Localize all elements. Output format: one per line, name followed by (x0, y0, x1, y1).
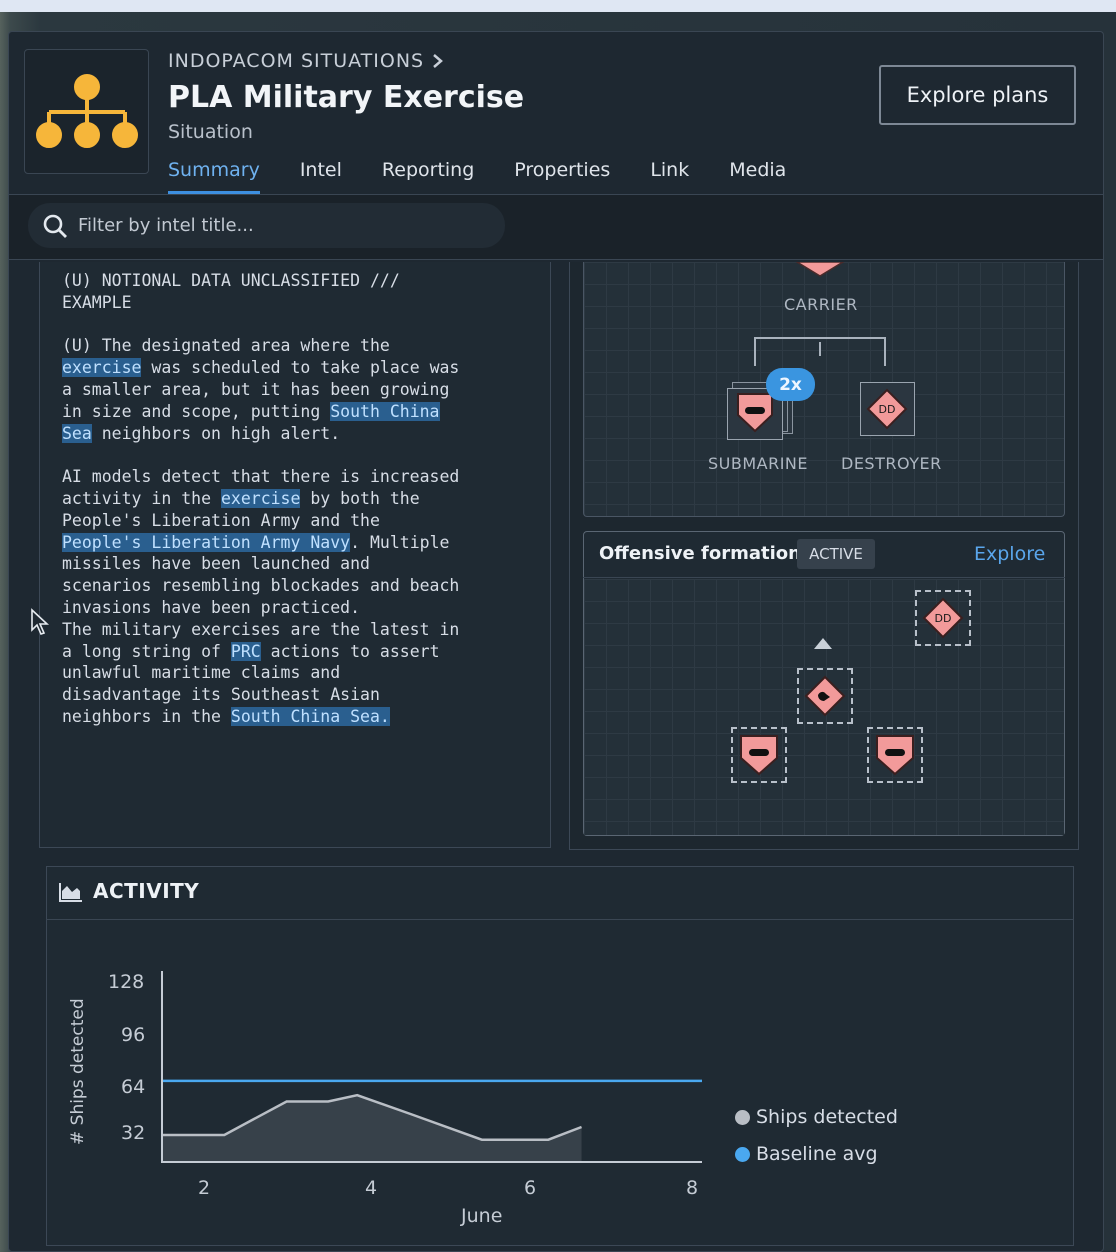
legend-label-baseline: Baseline avg (756, 1143, 878, 1165)
order-of-battle-panel (583, 262, 1065, 517)
destroyer-symbol: DD (879, 403, 896, 416)
carrier-label: CARRIER (784, 295, 858, 314)
situation-logo (24, 49, 149, 174)
y-tick-label: 64 (121, 1076, 146, 1098)
highlight-exercise-1[interactable]: exercise (62, 358, 142, 378)
formation-submarine-right-icon (876, 735, 914, 776)
x-tick-label: 4 (365, 1177, 378, 1199)
filter-input[interactable]: Filter by intel title... (28, 203, 505, 248)
ships-detected-area (162, 1095, 582, 1162)
formation-title: Offensive formation (599, 543, 801, 564)
tab-reporting[interactable]: Reporting (381, 159, 475, 181)
formation-status-badge: ACTIVE (797, 539, 875, 569)
page-subtitle: Situation (168, 121, 253, 143)
explore-plans-button[interactable]: Explore plans (879, 65, 1076, 125)
highlight-south-china[interactable]: South China (330, 401, 440, 421)
formation-submarine-left-icon (740, 735, 778, 776)
tab-properties[interactable]: Properties (514, 159, 611, 181)
destroyer-unit-icon: DD (866, 388, 908, 430)
submarine-label: SUBMARINE (708, 454, 809, 473)
legend-item-ships-detected[interactable]: Ships detected (735, 1106, 898, 1128)
activity-header (46, 866, 1074, 920)
highlight-exercise-2[interactable]: exercise (220, 488, 301, 508)
header-divider (9, 194, 1103, 195)
window-top-strip (0, 0, 1116, 12)
area-chart-icon (59, 883, 82, 902)
activity-panel (46, 866, 1074, 1246)
mouse-cursor-icon (31, 608, 50, 635)
breadcrumb[interactable]: INDOPACOM SITUATIONS (168, 50, 444, 72)
formation-slot-submarine-right[interactable] (867, 727, 923, 783)
activity-title: ACTIVITY (93, 879, 200, 903)
hierarchy-icon (36, 74, 138, 148)
breadcrumb-label[interactable]: INDOPACOM SITUATIONS (168, 50, 425, 72)
formation-header (583, 531, 1065, 578)
destroyer-label: DESTROYER (841, 454, 942, 473)
search-icon (43, 214, 67, 238)
x-tick-label: 6 (524, 1177, 537, 1199)
formation-explore-link[interactable]: Explore (974, 543, 1046, 565)
formation-slot-submarine-left[interactable] (731, 727, 787, 783)
formation-slot-destroyer[interactable] (915, 590, 971, 646)
x-tick-label: 2 (198, 1177, 211, 1199)
formation-slot-carrier[interactable] (797, 668, 853, 724)
formation-carrier-icon (804, 675, 846, 717)
ships-detected-line (162, 1093, 582, 1141)
carrier-unit-icon[interactable] (795, 262, 845, 278)
tab-summary[interactable]: Summary (168, 156, 260, 194)
org-connector (754, 337, 886, 366)
submarine-count-badge: 2x (766, 368, 815, 401)
tab-link[interactable]: Link (650, 159, 690, 181)
highlight-south-china-sea[interactable]: South China Sea. (230, 706, 390, 726)
y-tick-label: 128 (108, 971, 145, 993)
intel-summary-text: (U) NOTIONAL DATA UNCLASSIFIED /// EXAMP… (62, 271, 460, 726)
legend-item-baseline-avg[interactable]: Baseline avg (735, 1143, 878, 1165)
classification-line-2: EXAMPLE (62, 292, 132, 312)
legend-dot-ships (735, 1109, 750, 1125)
y-tick-label: 32 (121, 1122, 146, 1144)
heading-arrow-icon (814, 638, 832, 649)
highlight-prc[interactable]: PRC (230, 641, 261, 661)
x-tick-label: 8 (686, 1177, 699, 1199)
filter-divider (9, 259, 1103, 260)
legend-dot-baseline (735, 1146, 750, 1162)
submarine-count-text: 2x (779, 374, 802, 395)
y-tick-label: 96 (121, 1024, 146, 1046)
chart-axes (161, 971, 702, 1163)
formation-destroyer-symbol: DD (935, 612, 952, 625)
chart-x-axis-label: June (461, 1205, 503, 1227)
classification-line-1: (U) NOTIONAL DATA UNCLASSIFIED /// (62, 271, 400, 290)
tab-media[interactable]: Media (729, 159, 787, 181)
formation-destroyer-icon: DD (922, 597, 964, 639)
highlight-pla-navy[interactable]: People's Liberation Army Navy (62, 532, 351, 552)
tab-bar: Summary Intel Reporting Properties Link … (168, 156, 826, 196)
legend-label-ships: Ships detected (756, 1106, 898, 1128)
chevron-right-icon (433, 54, 444, 68)
tab-intel[interactable]: Intel (299, 159, 342, 181)
submarine-unit-icon (737, 393, 773, 433)
page-title: PLA Military Exercise (168, 80, 525, 115)
highlight-sea[interactable]: Sea (62, 423, 92, 443)
filter-placeholder: Filter by intel title... (78, 215, 254, 236)
